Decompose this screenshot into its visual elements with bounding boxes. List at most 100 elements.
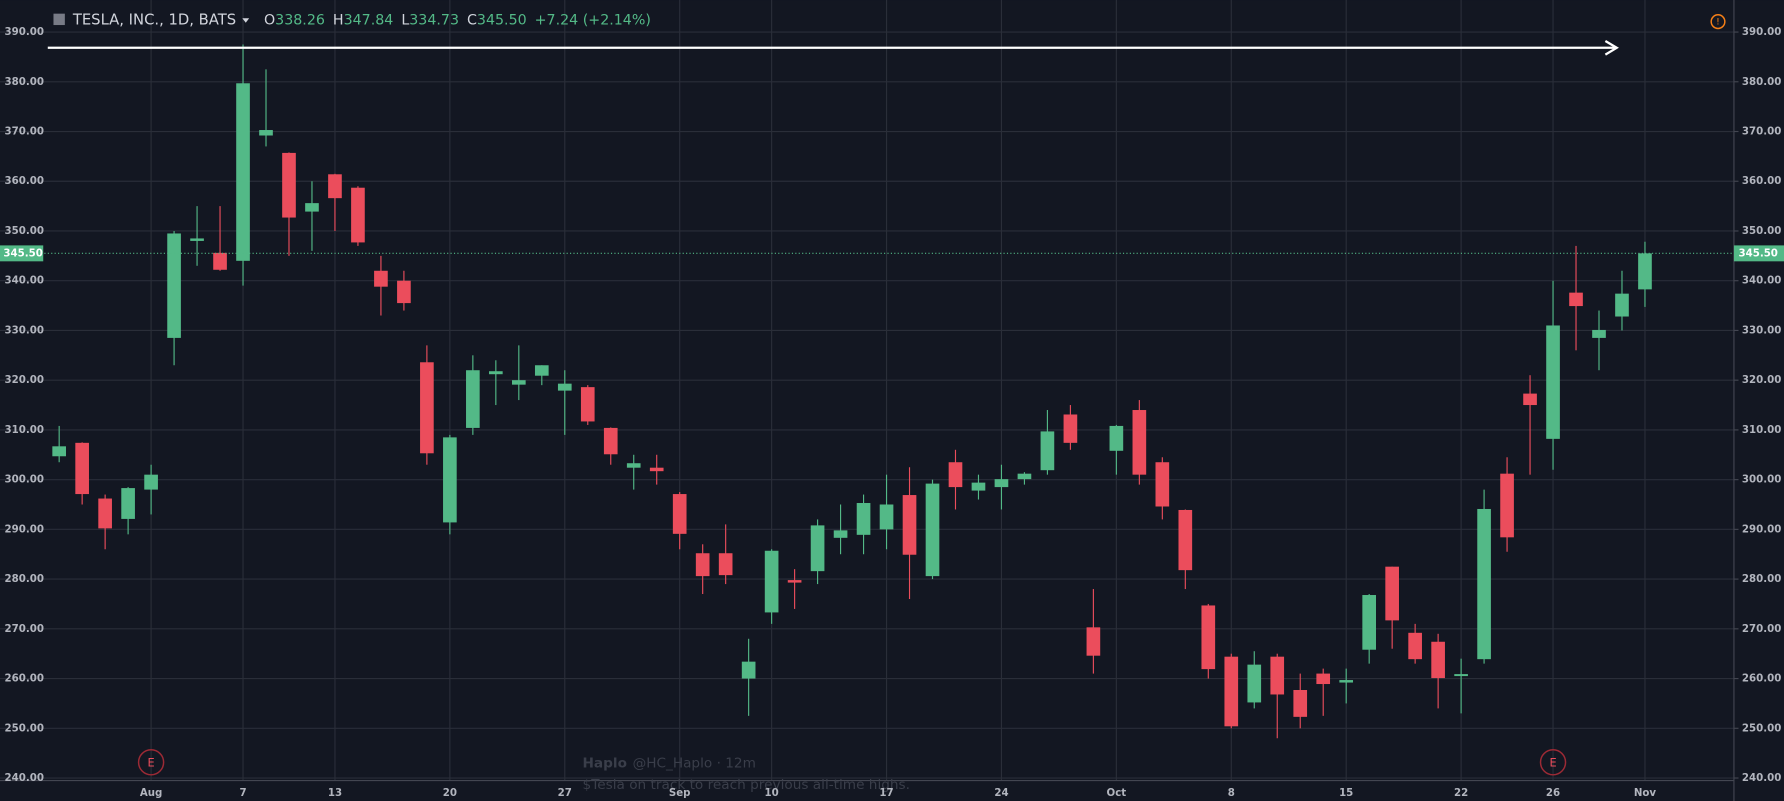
y-tick-label-right: 260.00 [1742, 674, 1781, 685]
y-tick-label-right: 380.00 [1742, 77, 1781, 88]
header-value: 334.73 [409, 12, 459, 28]
y-tick-label-right: 350.00 [1742, 226, 1781, 237]
candle-body [98, 498, 112, 529]
y-tick-label-right: 280.00 [1742, 574, 1781, 585]
candle-body [1500, 473, 1514, 538]
candle-body [1477, 508, 1491, 660]
candle-body [1592, 329, 1606, 338]
last-price-badge-right [1733, 245, 1784, 262]
candle-body [489, 371, 503, 375]
chart-title[interactable]: TESLA, INC., 1D, BATS [72, 11, 236, 28]
last-price-badge [0, 245, 44, 262]
candle-body [259, 130, 273, 136]
x-tick-label: Sep [669, 788, 691, 799]
candle-body [1293, 689, 1308, 717]
y-tick-label-right: 300.00 [1742, 475, 1781, 486]
earnings-label: E [148, 755, 155, 769]
candle-body [420, 362, 434, 454]
ohlc-header: O338.26 H347.84 L334.73 C345.50 +7.24 (+2.14… [264, 12, 651, 28]
last-price-label-right: 345.50 [1738, 248, 1777, 259]
candle-body [1546, 325, 1560, 439]
y-tick-label: 380.00 [5, 77, 44, 88]
earnings-marker[interactable] [1539, 749, 1567, 776]
candle-body [1086, 627, 1101, 656]
candle-body [856, 503, 871, 535]
candle-body [787, 580, 802, 583]
candle-body [603, 427, 618, 455]
candle-body [1385, 566, 1399, 621]
candle-body [1638, 253, 1652, 290]
y-tick-label-right: 320.00 [1742, 375, 1781, 386]
y-tick-label-right: 390.00 [1742, 27, 1781, 38]
candle-body [994, 479, 1009, 488]
header-value: 347.84 [344, 12, 394, 28]
x-tick-label: 7 [239, 788, 246, 799]
header-value: 345.50 [477, 12, 527, 28]
y-tick-label: 260.00 [5, 674, 44, 685]
x-tick-label: 24 [994, 788, 1008, 799]
y-tick-label: 280.00 [5, 574, 44, 585]
symbol-icon[interactable] [53, 13, 65, 26]
candle-body [672, 494, 687, 534]
candle-body [144, 474, 158, 490]
candle-body [1362, 595, 1377, 650]
candle-body [52, 446, 66, 457]
x-tick-label: 20 [443, 788, 457, 799]
candle-body [328, 174, 342, 199]
candle-body [1408, 632, 1422, 660]
arrow-annotation [47, 39, 1619, 56]
candle-body [1247, 664, 1262, 703]
candle-body [1155, 462, 1170, 507]
candle-body [902, 495, 917, 555]
candle-body [741, 661, 756, 679]
y-tick-label-right: 270.00 [1742, 624, 1781, 635]
x-tick-label: Aug [140, 788, 163, 799]
watermark-handle: @HC_Haplo · 12m [633, 755, 756, 771]
last-price-label: 345.50 [3, 248, 42, 259]
candle-body [534, 365, 549, 376]
alert-icon[interactable] [1710, 14, 1726, 30]
candle-body [557, 383, 572, 391]
candle-body [1201, 605, 1216, 670]
x-tick-label: 27 [558, 788, 572, 799]
arrow-head [1604, 39, 1619, 56]
y-tick-label-right: 250.00 [1742, 723, 1781, 734]
candle-body [810, 525, 825, 572]
candle-body [626, 463, 641, 468]
candle-body [167, 233, 181, 338]
candle-body [397, 280, 411, 304]
candle-body [75, 442, 89, 495]
candle-body [1178, 509, 1193, 571]
candle-body [580, 387, 595, 422]
y-tick-label-right: 360.00 [1742, 176, 1781, 187]
candle-body [1109, 425, 1124, 451]
candle-body [649, 467, 664, 472]
x-tick-label: 10 [765, 788, 779, 799]
candle-body [695, 553, 710, 577]
candle-body [282, 152, 296, 218]
candle-body [1339, 680, 1354, 683]
x-tick-label: 17 [879, 788, 893, 799]
candles [52, 44, 1652, 739]
candle-body [511, 380, 526, 385]
candle-body [1615, 293, 1629, 317]
overlay: 240.00 240.00 250.00 250.00 260.00 260.00 270.… [0, 27, 1784, 799]
y-tick-label-right: 310.00 [1742, 425, 1781, 436]
candle-body [1270, 656, 1285, 695]
x-tick-label: 13 [328, 788, 342, 799]
header-key: C [467, 12, 477, 28]
title-dropdown[interactable] [242, 18, 250, 23]
earnings-marker[interactable] [137, 749, 165, 776]
candle-body [1431, 641, 1445, 679]
candle-body [1224, 656, 1239, 727]
candle-body [1132, 410, 1147, 475]
y-tick-label-right: 330.00 [1742, 325, 1781, 336]
y-tick-label: 310.00 [5, 425, 44, 436]
y-tick-label: 350.00 [5, 226, 44, 237]
y-tick-label-right: 340.00 [1742, 276, 1781, 287]
candle-body [121, 488, 135, 519]
candle-body [443, 437, 457, 523]
